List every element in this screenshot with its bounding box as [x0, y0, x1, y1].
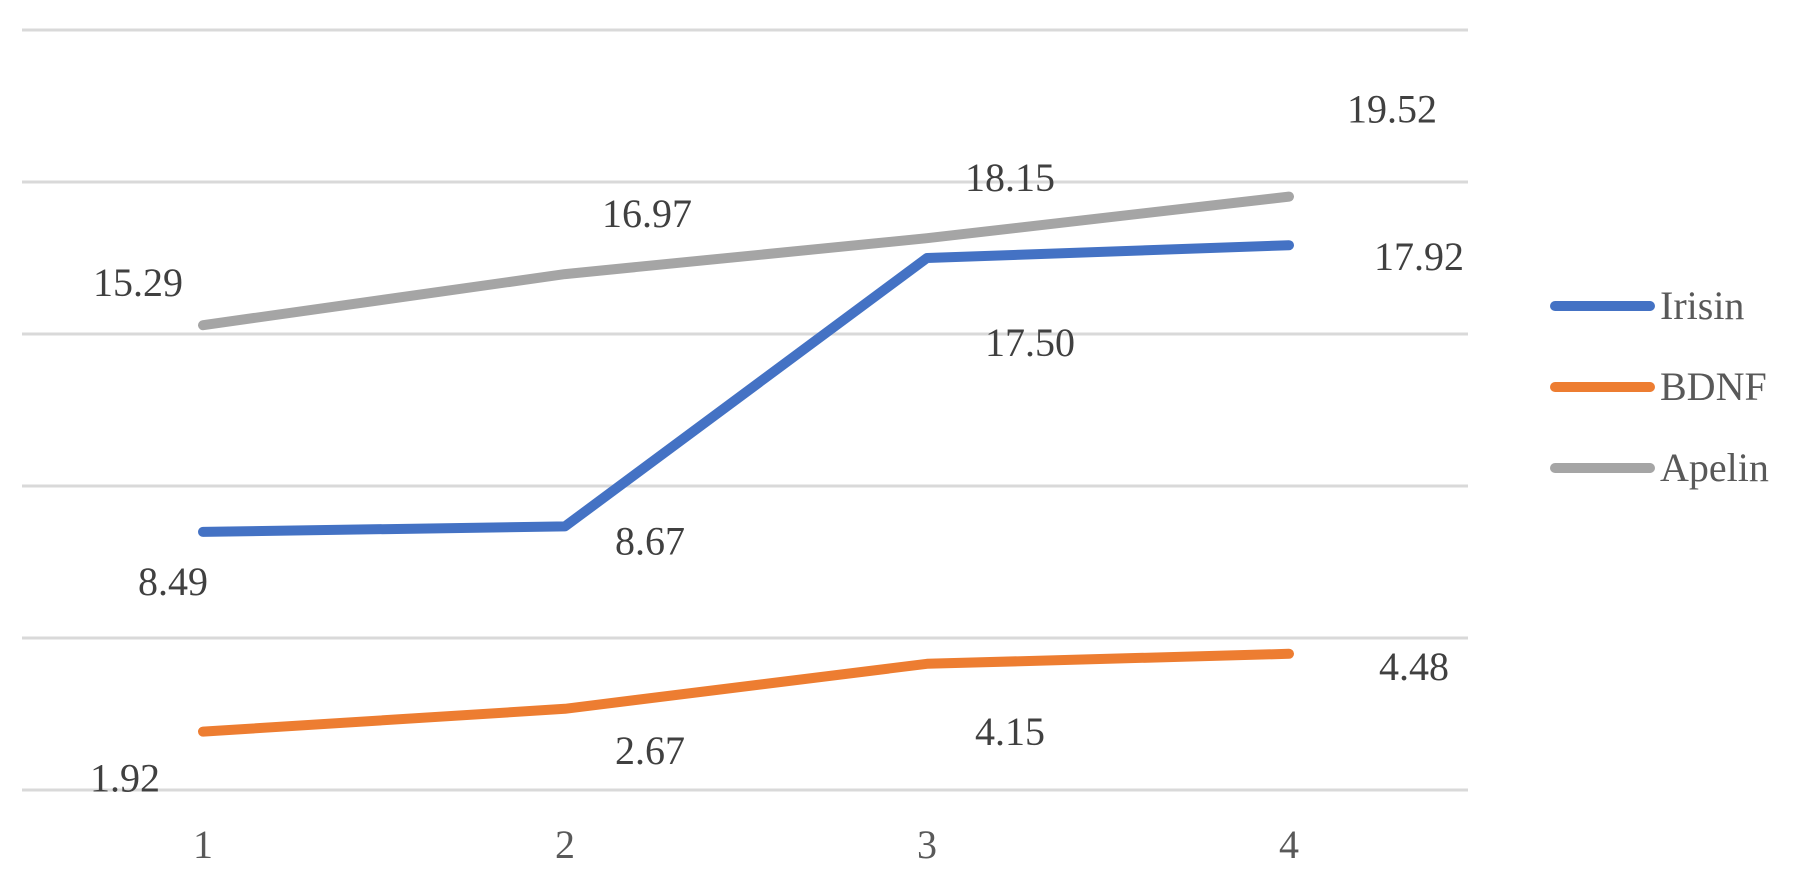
legend-label-bdnf: BDNF — [1660, 364, 1767, 409]
data-label-bdnf-1: 1.92 — [90, 756, 160, 801]
data-labels: 8.49 8.67 17.50 17.92 1.92 2.67 4.15 4.48 15.29 1… — [90, 87, 1464, 801]
series-lines — [198, 191, 1294, 737]
data-label-irisin-1: 8.49 — [138, 559, 208, 604]
data-label-apelin-1: 15.29 — [93, 260, 183, 305]
data-label-apelin-2: 16.97 — [602, 191, 692, 236]
x-tick-label-1: 1 — [193, 822, 213, 867]
data-label-bdnf-2: 2.67 — [615, 728, 685, 773]
gridlines — [22, 28, 1468, 792]
data-label-irisin-3: 17.50 — [985, 320, 1075, 365]
data-label-apelin-4: 19.52 — [1347, 87, 1437, 132]
legend: Irisin BDNF Apelin — [1550, 283, 1769, 490]
x-axis-tick-labels: 1 2 3 4 — [193, 822, 1299, 867]
x-tick-label-4: 4 — [1279, 822, 1299, 867]
series-line-irisin — [198, 240, 1294, 537]
legend-label-apelin: Apelin — [1660, 445, 1769, 490]
data-label-irisin-4: 17.92 — [1374, 234, 1464, 279]
x-tick-label-3: 3 — [917, 822, 937, 867]
data-label-apelin-3: 18.15 — [965, 155, 1055, 200]
legend-label-irisin: Irisin — [1660, 283, 1744, 328]
series-line-bdnf — [198, 648, 1294, 737]
series-line-apelin — [198, 191, 1294, 331]
data-label-irisin-2: 8.67 — [615, 518, 685, 563]
data-label-bdnf-4: 4.48 — [1379, 644, 1449, 689]
data-label-bdnf-3: 4.15 — [975, 709, 1045, 754]
x-tick-label-2: 2 — [555, 822, 575, 867]
